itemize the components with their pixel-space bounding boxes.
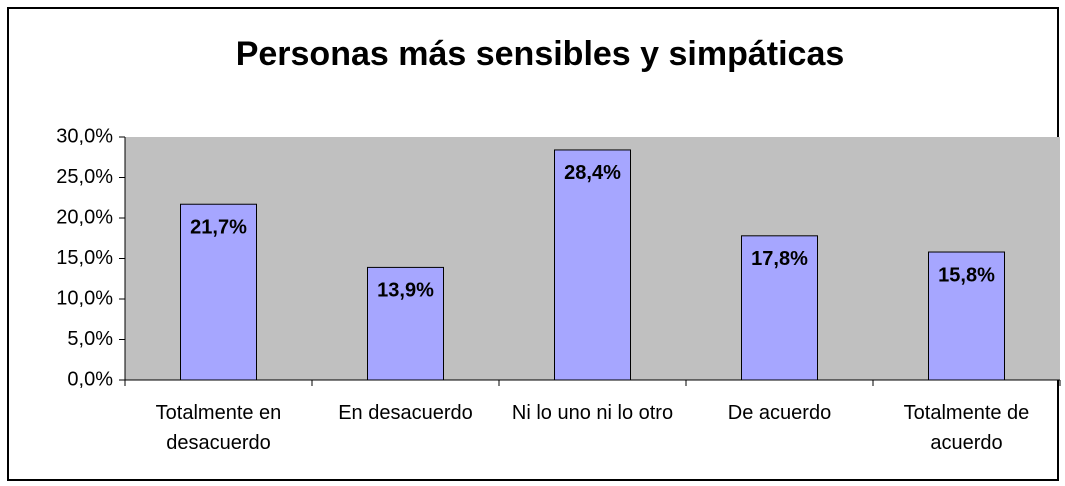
bar: [367, 266, 444, 381]
data-label: 17,8%: [751, 248, 808, 270]
bar: [928, 251, 1005, 381]
x-tick-label: De acuerdo: [727, 402, 832, 424]
y-tick-label: 10,0%: [56, 287, 113, 309]
data-label: 15,8%: [938, 264, 995, 286]
y-tick-label: 30,0%: [56, 125, 113, 147]
data-label: 28,4%: [564, 162, 621, 184]
x-tick-label: Totalmente en desacuerdo: [155, 402, 282, 454]
chart-title: Personas más sensibles y simpáticas: [236, 35, 845, 73]
bar: [554, 149, 631, 381]
data-label: 13,9%: [377, 280, 434, 302]
y-tick-label: 15,0%: [56, 247, 113, 269]
bar: [180, 203, 257, 381]
bar: [741, 235, 818, 381]
x-tick-label: En desacuerdo: [338, 402, 473, 424]
x-tick-label: Totalmente de acuerdo: [903, 402, 1030, 454]
y-tick-label: 20,0%: [56, 206, 113, 228]
y-tick-label: 5,0%: [67, 328, 113, 350]
x-tick-label: Ni lo uno ni lo otro: [511, 402, 674, 424]
y-tick-label: 25,0%: [56, 166, 113, 188]
data-label: 21,7%: [190, 217, 247, 239]
y-tick-label: 0,0%: [67, 368, 113, 390]
